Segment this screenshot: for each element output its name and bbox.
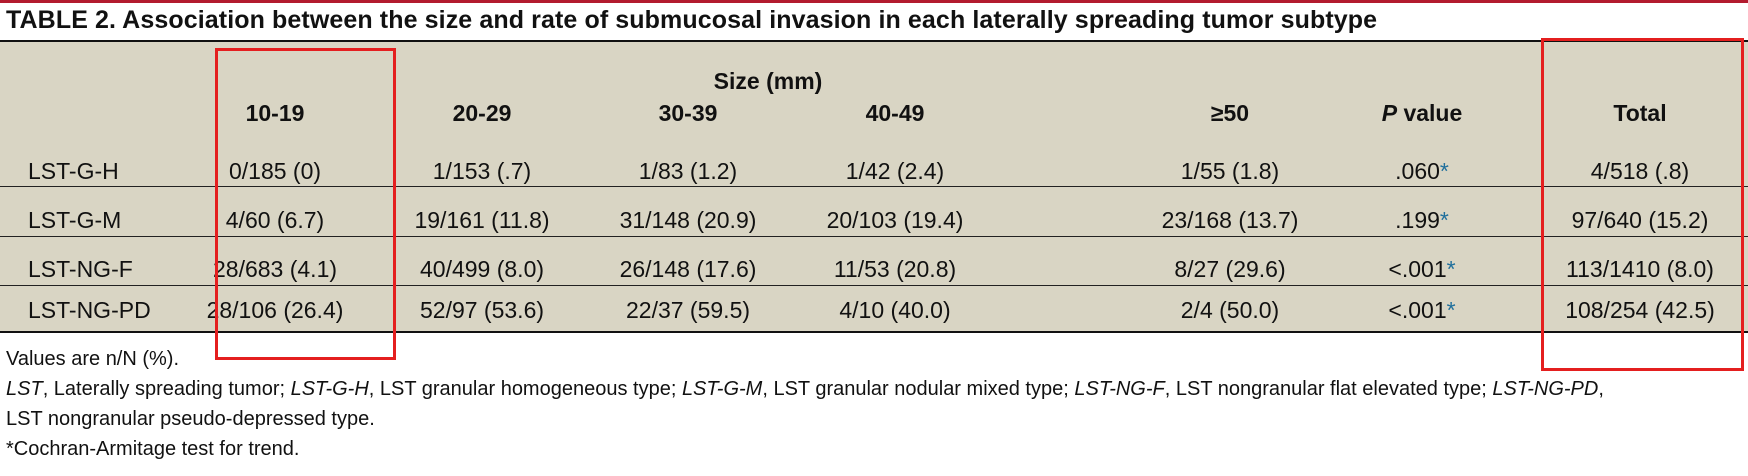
row-label: LST-G-H [28,158,119,184]
col-header-10-19: 10-19 [245,100,305,126]
abbrev-def: , Laterally spreading tumor; [42,378,291,400]
footnote-star: * [1446,297,1456,323]
col-header-40-49: 40-49 [865,100,925,126]
table-cell: 23/168 (13.7) [1161,207,1299,233]
col-header-p-value: P value [1362,100,1482,127]
p-value-cell: <.001* [1352,256,1492,283]
footnote-star: * [1439,158,1449,184]
table-cell: 0/185 (0) [228,158,322,184]
abbrev-def: , LST nongranular flat elevated type; [1164,378,1493,400]
row-label: LST-NG-F [28,256,133,282]
abbrev-term: LST-NG-F [1074,378,1165,400]
row-divider [0,236,1748,237]
table-cell: 28/683 (4.1) [212,256,338,282]
p-value: <.001 [1388,256,1447,282]
abbrev-def: , LST granular homogeneous type; [368,378,682,400]
p-value: <.001 [1388,297,1447,323]
highlight-box-total [1541,38,1744,371]
table-cell: 40/499 (8.0) [419,256,545,282]
p-italic: P [1381,100,1398,126]
table-cell: 1/55 (1.8) [1180,158,1280,184]
abbrev-term: LST-G-H [290,378,369,400]
table-cell: 20/103 (19.4) [826,207,964,233]
table-cell: 31/148 (20.9) [619,207,757,233]
p-value-cell: .060* [1352,158,1492,185]
footnote-test: *Cochran-Armitage test for trend. [6,438,300,460]
footnote-values: Values are n/N (%). [6,348,180,370]
footnote-star: * [1446,256,1456,282]
top-rule [0,0,1748,3]
abbrev-term: LST [6,378,43,400]
table-cell: 1/42 (2.4) [845,158,945,184]
col-header-20-29: 20-29 [452,100,512,126]
row-label: LST-NG-PD [28,297,151,323]
table-cell: 11/53 (20.8) [833,256,957,282]
p-value: .199 [1395,207,1440,233]
table-cell: 4/10 (40.0) [839,297,951,323]
col-header-total: Total [1613,100,1667,126]
abbrev-term: LST-G-M [681,378,763,400]
p-rest: value [1397,100,1463,126]
col-header-50-plus: ≥50 [1210,100,1250,126]
footnote-abbreviations-cont: LST nongranular pseudo-depressed type. [6,408,375,430]
table-cell: 1/153 (.7) [432,158,532,184]
row-label: LST-G-M [28,207,122,233]
table-cell: 19/161 (11.8) [414,207,550,233]
total-cell: 108/254 (42.5) [1565,297,1715,323]
table-cell: 28/106 (26.4) [206,297,344,323]
table-cell: 1/83 (1.2) [638,158,738,184]
col-header-30-39: 30-39 [658,100,718,126]
row-divider [0,186,1748,187]
p-value: .060 [1395,158,1440,184]
total-cell: 97/640 (15.2) [1571,207,1709,233]
highlight-box-10-19 [215,48,396,360]
table-cell: 4/60 (6.7) [225,207,325,233]
abbrev-def: , [1598,378,1604,400]
total-cell: 4/518 (.8) [1590,158,1690,184]
total-cell: 113/1410 (8.0) [1566,256,1714,282]
p-value-cell: .199* [1352,207,1492,234]
table-cell: 8/27 (29.6) [1174,256,1286,282]
table-cell: 2/4 (50.0) [1180,297,1280,323]
footnote-abbreviations: LST, Laterally spreading tumor; LST-G-H,… [6,378,1604,401]
table-cell: 52/97 (53.6) [419,297,545,323]
row-divider [0,285,1748,286]
table-cell: 26/148 (17.6) [619,256,757,282]
table-title: TABLE 2. Association between the size an… [6,6,1378,34]
abbrev-def: , LST granular nodular mixed type; [762,378,1075,400]
size-header: Size (mm) [713,68,823,94]
abbrev-term: LST-NG-PD [1492,378,1599,400]
footnote-star: * [1439,207,1449,233]
p-value-cell: <.001* [1352,297,1492,324]
table-cell: 22/37 (59.5) [625,297,751,323]
